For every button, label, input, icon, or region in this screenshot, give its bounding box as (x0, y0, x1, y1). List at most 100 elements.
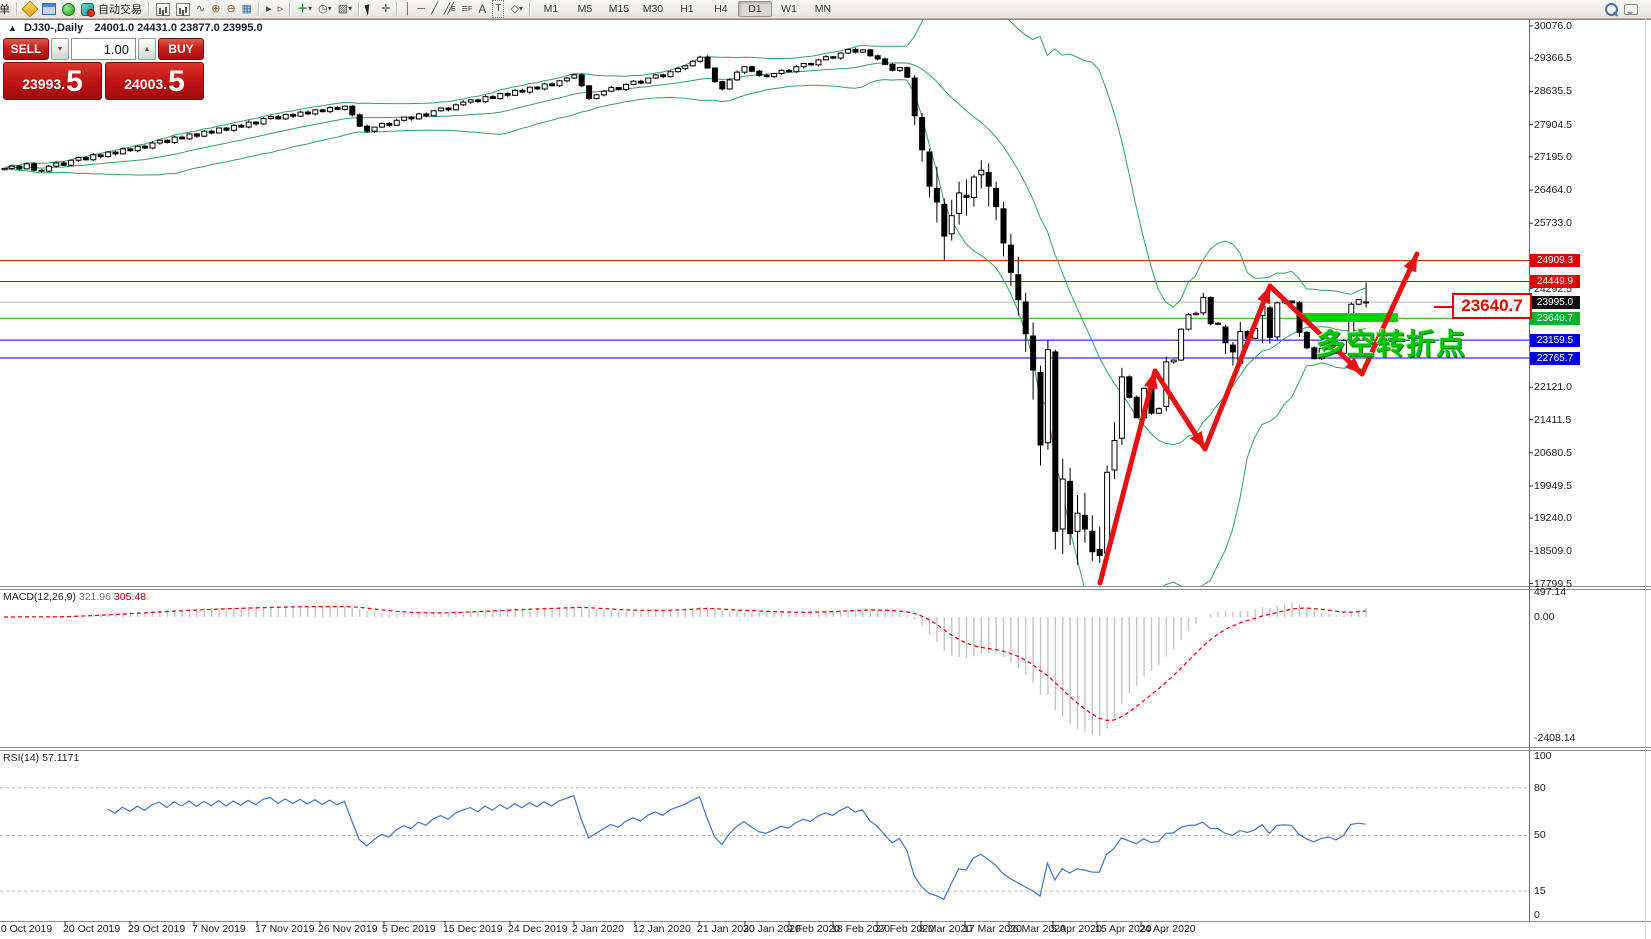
time-axis-label: 15 Apr 2020 (1095, 923, 1152, 935)
volume-decrease-button[interactable]: ▼ (51, 38, 69, 60)
horizontal-line-tool-icon[interactable]: ─ (417, 3, 426, 15)
channel-tool-icon[interactable]: ╱╱ E (443, 3, 456, 15)
bar-chart-icon[interactable] (153, 1, 173, 17)
buy-price-button[interactable]: 24003. 5 (105, 62, 204, 100)
price-axis-tick: 19240.0 (1534, 512, 1572, 525)
time-axis-label: 12 Jan 2020 (633, 923, 691, 935)
market-watch-icon[interactable] (21, 0, 39, 18)
autotrading-label: 自动交易 (98, 4, 142, 16)
time-axis-label: 17 Mar 2020 (963, 923, 1022, 935)
periods-button[interactable]: ◷ ▾ (318, 3, 332, 15)
time-axis-label: 27 Feb 2020 (875, 923, 934, 935)
text-tool-icon[interactable]: A (478, 2, 487, 16)
zoom-out-icon[interactable]: ⊖ (226, 3, 236, 15)
templates-button[interactable]: ▨ ▾ (337, 3, 353, 15)
shapes-tool-icon[interactable]: ◇ ▾ (510, 3, 523, 15)
signals-icon[interactable] (59, 1, 78, 17)
time-axis-label: 7 Nov 2019 (192, 923, 246, 935)
timeframe-button-d1[interactable]: D1 (737, 1, 772, 17)
line-chart-icon[interactable]: ∿ (196, 3, 206, 15)
symbol-marker-icon: ▲ (8, 23, 17, 33)
rsi-value: 57.1171 (42, 752, 80, 764)
macd-label: MACD(12,26,9) 321.96 305.48 (3, 591, 147, 603)
price-axis-tick: 26464.0 (1534, 184, 1572, 197)
time-axis-label: 24 Dec 2019 (508, 923, 568, 935)
time-axis-label: 5 Apr 2020 (1051, 923, 1102, 935)
timeframe-button-m1[interactable]: M1 (543, 3, 559, 15)
timeframe-button-h1[interactable]: H1 (680, 3, 694, 15)
indicators-button[interactable]: ＋ ▾ (297, 3, 313, 15)
toolbar-separator (289, 2, 292, 16)
price-callout-label[interactable]: 23640.7 (1452, 293, 1532, 319)
zoom-in-icon[interactable]: ⊕ (211, 3, 221, 15)
sell-button[interactable]: SELL (3, 38, 49, 60)
label-tool-icon[interactable]: T (489, 0, 507, 18)
chart-shift-icon[interactable]: ▹ (277, 3, 284, 15)
navigator-icon[interactable] (39, 1, 59, 17)
timeframe-button-m5[interactable]: M5 (577, 3, 593, 15)
time-axis-label: 20 Oct 2019 (63, 923, 121, 935)
macd-axis-tick: 0.00 (1534, 611, 1555, 623)
timeframe-button-m30[interactable]: M30 (642, 3, 664, 15)
time-axis-label: 9 Feb 2020 (787, 923, 841, 935)
trendline-tool-icon[interactable]: ╱ (431, 3, 438, 15)
price-axis-badge: 23640.7 (1530, 311, 1580, 325)
timeframe-button-m15[interactable]: M15 (608, 3, 630, 15)
turning-point-note[interactable]: 多空转折点 (1316, 329, 1467, 361)
autotrading-icon (81, 2, 95, 17)
toolbar-separator (358, 2, 361, 16)
price-axis-tick: 25733.0 (1534, 217, 1572, 230)
timeframe-button-w1[interactable]: W1 (781, 3, 797, 15)
price-axis-tick: 21411.5 (1534, 413, 1572, 426)
timeframe-button-mn[interactable]: MN (814, 3, 832, 15)
fibonacci-tool-icon[interactable]: ≡ F (461, 3, 473, 15)
chart-title: ▲ DJ30-,Daily 24001.0 24431.0 23877.0 23… (8, 22, 263, 34)
time-axis-label: 15 Dec 2019 (443, 923, 503, 935)
macd-axis-tick: -2408.14 (1534, 732, 1576, 744)
price-axis-tick: 17799.5 (1534, 577, 1572, 590)
price-axis-badge: 24909.3 (1530, 254, 1580, 268)
time-axis-label: 2 Jan 2020 (572, 923, 624, 935)
price-axis-tick: 18509.0 (1534, 545, 1572, 558)
price-axis-tick: 28635.5 (1534, 85, 1572, 98)
toolbar-separator (16, 2, 18, 16)
search-icon[interactable] (1602, 1, 1621, 17)
time-axis-label: 26 Mar 2020 (1007, 923, 1066, 935)
crosshair-tool-icon[interactable]: ✛ (381, 3, 391, 15)
macd-value: 321.96 (78, 591, 111, 603)
timeframe-button-h4[interactable]: H4 (714, 3, 728, 15)
rsi-axis-tick: 50 (1534, 829, 1546, 841)
volume-input[interactable]: 1.00 (71, 38, 136, 60)
price-axis-tick: 30076.0 (1534, 20, 1572, 32)
cursor-tool-icon[interactable] (363, 1, 378, 17)
tile-windows-icon[interactable]: ▦ (241, 3, 253, 15)
time-axis-label: 26 Nov 2019 (318, 923, 378, 935)
time-axis-label: 29 Oct 2019 (128, 923, 186, 935)
toolbar-separator (528, 2, 531, 16)
time-axis-label: 30 Jan 2020 (743, 923, 801, 935)
new-order-label: 新订单 (0, 4, 10, 16)
volume-increase-button[interactable]: ▲ (138, 38, 156, 60)
sell-price-button[interactable]: 23993. 5 (3, 62, 102, 100)
toolbar-separator (396, 2, 399, 16)
buy-button[interactable]: BUY (158, 38, 204, 60)
time-axis-label: 8 Mar 2020 (919, 923, 973, 935)
price-axis-tick: 29366.5 (1534, 52, 1572, 65)
vertical-line-tool-icon[interactable]: │ (404, 3, 412, 15)
price-axis-badge: 24449.9 (1530, 275, 1580, 288)
autotrading-button[interactable]: 自动交易 (78, 1, 145, 17)
price-axis-tick: 27904.5 (1534, 118, 1572, 131)
rsi-label: RSI(14) 57.1171 (3, 752, 80, 764)
candlestick-chart-icon[interactable] (173, 1, 193, 17)
chat-icon[interactable] (1621, 1, 1641, 17)
rsi-axis-tick: 0 (1534, 909, 1540, 921)
one-click-trading-panel: SELL ▼ 1.00 ▲ BUY 23993. 5 24003. 5 (3, 38, 204, 100)
macd-signal-value: 305.48 (113, 591, 147, 603)
rsi-axis-tick: 100 (1534, 750, 1552, 762)
new-order-button[interactable]: 新订单 (0, 1, 13, 17)
auto-scroll-icon[interactable]: ▸ (266, 3, 272, 15)
macd-axis-tick: 497.14 (1534, 586, 1567, 598)
time-axis-label: 18 Feb 2020 (831, 923, 890, 935)
time-axis-label: 17 Nov 2019 (255, 923, 315, 935)
